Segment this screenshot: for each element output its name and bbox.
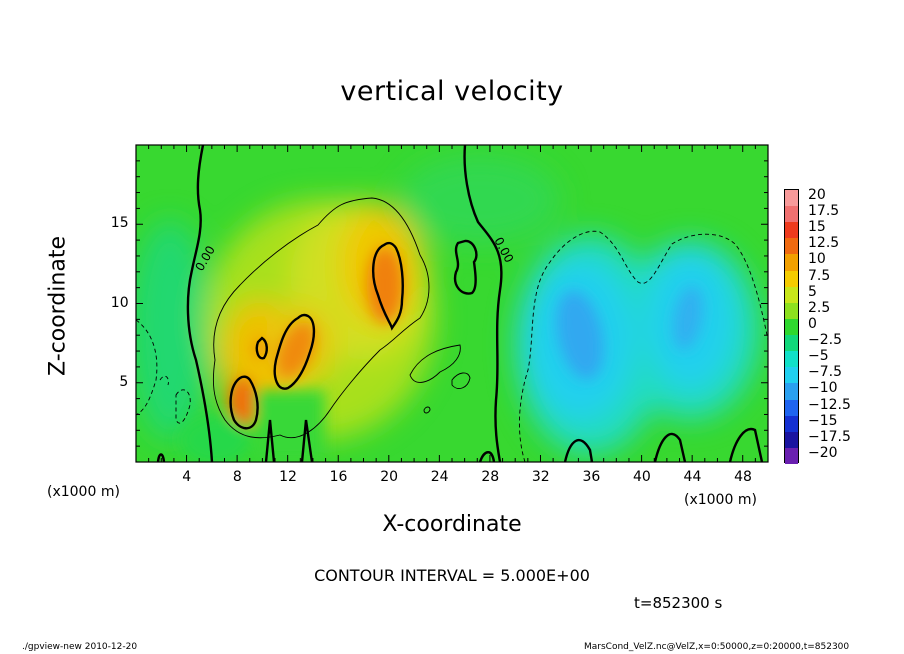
colorbar-label: −7.5 bbox=[808, 364, 842, 381]
x-tick-label: 4 bbox=[182, 469, 192, 485]
axis-ticks bbox=[136, 145, 768, 462]
y-tick-label: 5 bbox=[119, 373, 129, 390]
colorbar-label: −10 bbox=[808, 380, 838, 397]
time-note: t=852300 s bbox=[634, 594, 723, 612]
colorbar-swatch bbox=[785, 206, 798, 223]
colorbar-label: 10 bbox=[808, 251, 826, 268]
colorbar-swatch bbox=[785, 254, 798, 272]
x-tick-label: 8 bbox=[232, 469, 242, 485]
x-tick-label: 48 bbox=[734, 469, 752, 485]
x-tick-label: 36 bbox=[582, 469, 601, 485]
colorbar-swatch bbox=[785, 286, 798, 304]
colorbar-swatch bbox=[785, 335, 798, 352]
colorbar-swatch bbox=[785, 318, 798, 336]
x-axis-label: X-coordinate bbox=[382, 512, 522, 537]
x-tick-label: 16 bbox=[329, 469, 348, 485]
y-tick-label: 15 bbox=[110, 215, 129, 232]
chart-title: vertical velocity bbox=[340, 76, 564, 107]
x-axis-unit: (x1000 m) bbox=[684, 492, 757, 508]
x-tick-label: 28 bbox=[481, 469, 500, 485]
colorbar-swatch bbox=[785, 270, 798, 288]
contour-interval-note: CONTOUR INTERVAL = 5.000E+00 bbox=[314, 566, 590, 585]
x-tick-label: 20 bbox=[380, 469, 399, 485]
colorbar-label: −2.5 bbox=[808, 332, 842, 349]
colorbar-label: −20 bbox=[808, 444, 838, 461]
colorbar-swatch bbox=[785, 190, 798, 207]
colorbar-label: 7.5 bbox=[808, 267, 831, 284]
footer-right: MarsCond_VelZ.nc@VelZ,x=0:50000,z=0:2000… bbox=[584, 642, 850, 652]
colorbar-label: 0 bbox=[808, 315, 817, 332]
colorbar-swatch bbox=[785, 367, 798, 384]
colorbar-label: −15 bbox=[808, 412, 838, 429]
negative-contours bbox=[136, 230, 768, 462]
colorbar-label: −5 bbox=[808, 348, 829, 365]
x-tick-label: 44 bbox=[683, 469, 702, 485]
colorbar-swatch bbox=[785, 238, 798, 255]
colorbar-swatch bbox=[785, 399, 798, 417]
x-tick-label: 40 bbox=[633, 469, 651, 485]
zero-contours bbox=[156, 145, 764, 462]
y-axis-unit: (x1000 m) bbox=[47, 484, 120, 500]
colorbar-swatch bbox=[785, 415, 798, 433]
colorbar-label: 12.5 bbox=[808, 235, 840, 252]
colorbar-label: −12.5 bbox=[808, 396, 851, 413]
colorbar-label: 2.5 bbox=[808, 299, 831, 316]
x-tick-label: 12 bbox=[279, 469, 297, 485]
colorbar-swatch bbox=[785, 447, 798, 465]
footer-left: ./gpview-new 2010-12-20 bbox=[22, 642, 138, 652]
colorbar-swatch bbox=[785, 222, 798, 239]
colorbar bbox=[784, 189, 799, 465]
y-axis-label: Z-coordinate bbox=[45, 236, 71, 376]
colorbar-label: −17.5 bbox=[808, 428, 851, 445]
colorbar-swatch bbox=[785, 302, 798, 320]
x-tick-label: 32 bbox=[531, 469, 550, 485]
y-tick-label: 10 bbox=[110, 294, 129, 311]
colorbar-label: 17.5 bbox=[808, 203, 840, 220]
colorbar-swatch bbox=[785, 383, 798, 401]
colorbar-swatch bbox=[785, 431, 798, 449]
colorbar-label: 5 bbox=[808, 283, 817, 300]
colorbar-swatch bbox=[785, 351, 798, 368]
colorbar-label: 20 bbox=[808, 187, 826, 203]
colorbar-label: 15 bbox=[808, 219, 826, 236]
x-tick-label: 24 bbox=[430, 469, 449, 485]
positive-contours bbox=[212, 197, 471, 439]
